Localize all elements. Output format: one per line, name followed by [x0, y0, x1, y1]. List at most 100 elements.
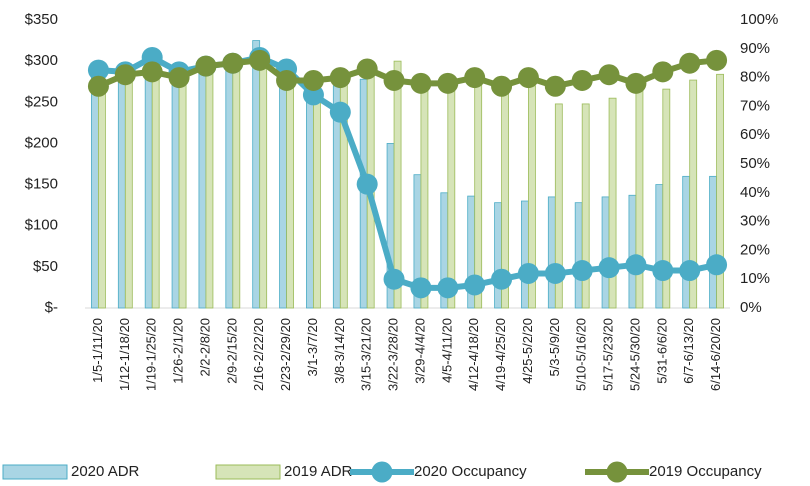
- bar: [547, 196, 556, 309]
- marker: [114, 64, 136, 86]
- y2-tick-label: 30%: [740, 213, 770, 230]
- marker: [222, 52, 244, 74]
- x-tick-label: 4/12-4/18/20: [466, 318, 481, 391]
- y2-tick-label: 90%: [740, 40, 770, 57]
- marker: [410, 277, 432, 299]
- x-tick-label: 2/2-2/8/20: [197, 318, 212, 377]
- marker: [195, 55, 217, 77]
- marker: [302, 84, 324, 106]
- y-tick-label: $50: [33, 258, 58, 275]
- y2-tick-label: 40%: [740, 184, 770, 201]
- bar: [306, 97, 314, 309]
- marker: [706, 254, 728, 276]
- marker: [356, 58, 378, 80]
- marker: [598, 257, 620, 279]
- y-tick-label: $300: [25, 52, 58, 69]
- bar: [91, 73, 99, 309]
- legend-swatch: [371, 461, 393, 483]
- x-tick-label: 5/31-6/6/20: [654, 318, 669, 384]
- marker: [141, 61, 163, 83]
- bar: [124, 81, 133, 309]
- marker: [410, 72, 432, 94]
- marker: [437, 277, 459, 299]
- marker: [302, 69, 324, 91]
- x-tick-label: 5/3-5/9/20: [547, 318, 562, 377]
- bar: [521, 200, 529, 309]
- bar: [581, 103, 590, 309]
- marker: [544, 262, 566, 284]
- bar: [144, 60, 153, 309]
- marker: [383, 268, 405, 290]
- marker: [491, 268, 513, 290]
- x-tick-label: 5/24-5/30/20: [627, 318, 642, 391]
- bar: [628, 194, 637, 309]
- marker: [571, 260, 593, 282]
- x-tick-label: 5/17-5/23/20: [601, 318, 616, 391]
- y-tick-label: $150: [25, 176, 58, 193]
- x-tick-label: 4/19-4/25/20: [493, 318, 508, 391]
- bar: [554, 103, 563, 309]
- x-tick-label: 5/10-5/16/20: [574, 318, 589, 391]
- x-tick-label: 1/5-1/11/20: [90, 318, 105, 383]
- bar: [205, 68, 214, 309]
- x-tick-label: 1/12-1/18/20: [117, 318, 132, 391]
- bar: [689, 79, 698, 309]
- x-tick-label: 1/26-2/1/20: [171, 318, 186, 384]
- bar: [716, 73, 724, 309]
- bar: [98, 89, 106, 309]
- marker: [571, 69, 593, 91]
- marker: [679, 52, 701, 74]
- marker: [87, 75, 109, 97]
- bar: [608, 97, 617, 309]
- x-tick-label: 2/23-2/29/20: [278, 318, 293, 391]
- bar: [601, 196, 610, 309]
- y2-tick-label: 0%: [740, 299, 762, 316]
- legend-swatch: [2, 464, 68, 480]
- bar: [313, 93, 321, 309]
- marker: [544, 75, 566, 97]
- marker: [652, 61, 674, 83]
- bar: [225, 60, 234, 309]
- y-tick-label: $100: [25, 217, 58, 234]
- marker: [356, 173, 378, 195]
- y2-tick-label: 20%: [740, 241, 770, 258]
- x-tick-label: 3/8-3/14/20: [332, 318, 347, 384]
- x-tick-label: 1/19-1/25/20: [144, 318, 159, 391]
- y2-tick-label: 60%: [740, 126, 770, 143]
- bar: [232, 64, 241, 309]
- x-tick-label: 6/14-6/20/20: [708, 318, 723, 391]
- marker: [168, 67, 190, 89]
- bar: [709, 175, 717, 309]
- bar: [259, 60, 268, 309]
- bar: [420, 81, 429, 309]
- marker: [329, 101, 351, 123]
- y2-tick-label: 70%: [740, 97, 770, 114]
- bar: [252, 40, 261, 309]
- marker: [249, 49, 271, 71]
- legend-label: 2020 ADR: [71, 463, 140, 480]
- legend-swatch: [215, 464, 281, 480]
- y-tick-label: $-: [45, 299, 58, 316]
- x-tick-label: 4/25-5/2/20: [520, 318, 535, 384]
- legend-label: 2019 Occupancy: [649, 463, 762, 480]
- bar: [662, 88, 671, 309]
- marker: [625, 72, 647, 94]
- marker: [464, 274, 486, 296]
- marker: [517, 262, 539, 284]
- bar: [474, 81, 483, 309]
- marker: [87, 59, 109, 81]
- bar: [655, 184, 664, 309]
- bar: [117, 68, 126, 309]
- y-tick-label: $350: [25, 11, 58, 28]
- bar: [178, 77, 187, 309]
- marker: [329, 67, 351, 89]
- bar: [286, 77, 294, 309]
- bar: [171, 68, 180, 309]
- x-tick-label: 3/22-3/28/20: [386, 318, 401, 391]
- bar: [494, 202, 502, 309]
- x-tick-label: 2/9-2/15/20: [224, 318, 239, 384]
- bar: [682, 175, 691, 309]
- bar: [393, 60, 402, 309]
- x-tick-label: 3/29-4/4/20: [412, 318, 427, 384]
